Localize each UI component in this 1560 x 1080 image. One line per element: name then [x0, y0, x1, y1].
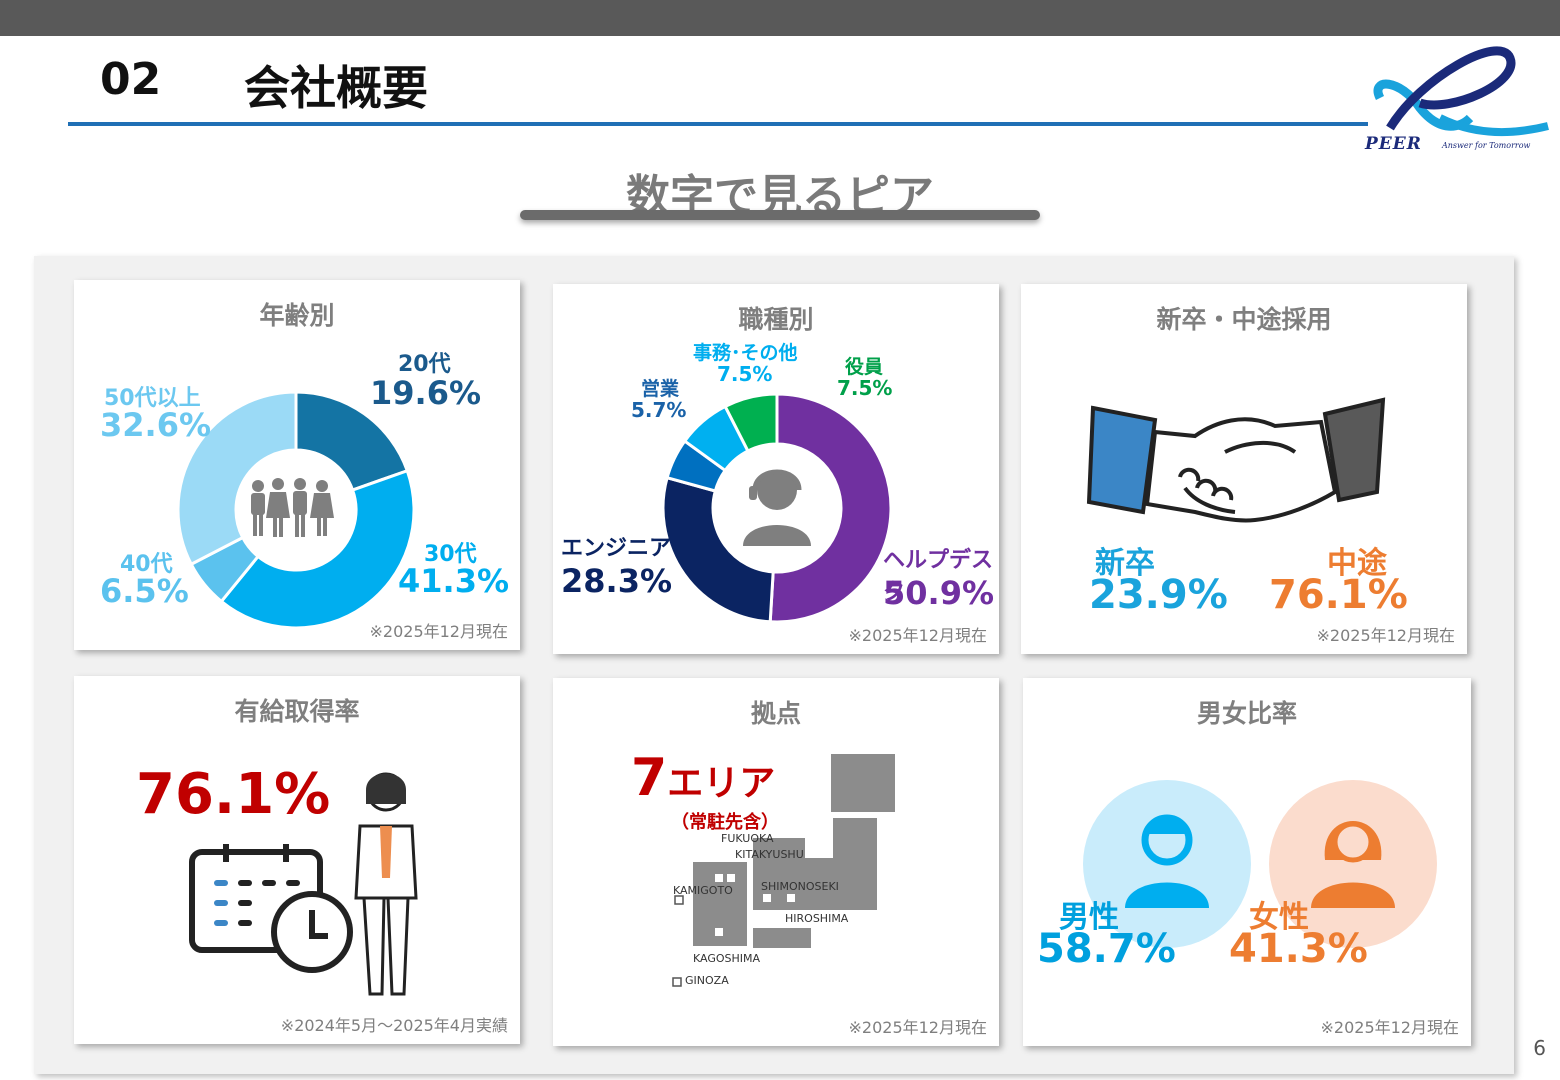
- people-icon: [251, 478, 334, 537]
- sites-count-group: 7エリア: [631, 748, 775, 808]
- age-slice-3: [178, 392, 298, 567]
- site-fukuoka: FUKUOKA: [721, 832, 774, 845]
- age-pct-20s: 19.6%: [370, 374, 482, 412]
- job-label-officer: 役員: [845, 356, 884, 378]
- gender-male-pct: 58.7%: [1037, 926, 1176, 972]
- age-note: ※2025年12月現在: [369, 622, 509, 641]
- subtitle-underline: [520, 210, 1040, 220]
- gender-card: 男女比率 男性 58.7% 女性 41.3% ※2025年12月現在: [1023, 678, 1471, 1046]
- site-shimonoseki: SHIMONOSEKI: [761, 880, 839, 893]
- sites-count: 7: [631, 748, 668, 808]
- gender-male-label: 男性: [1059, 900, 1119, 935]
- hire-note: ※2025年12月現在: [1316, 626, 1456, 645]
- job-label-helpdesk: ヘルプデスク: [883, 548, 994, 605]
- gender-icons: [1083, 780, 1437, 948]
- sites-sub: （常駐先含）: [671, 812, 779, 833]
- job-label-sales: 営業: [641, 378, 680, 400]
- japan-map: [672, 754, 895, 987]
- site-ginoza: GINOZA: [685, 974, 729, 987]
- job-pct-helpdesk: 50.9%: [883, 574, 995, 612]
- job-card-title: 職種別: [738, 305, 814, 334]
- job-pct-officer: 7.5%: [837, 376, 893, 400]
- leave-note: ※2024年5月～2025年4月実績: [280, 1016, 508, 1035]
- woman-illustration: [354, 772, 418, 996]
- job-note: ※2025年12月現在: [848, 626, 988, 645]
- logo-text: PEER: [1365, 134, 1422, 154]
- age-donut-chart: [178, 392, 414, 628]
- job-label-office: 事務･その他: [693, 342, 798, 364]
- sites-note: ※2025年12月現在: [848, 1018, 988, 1037]
- job-label-engineer: エンジニア: [561, 536, 672, 561]
- handshake-icon: [1086, 397, 1386, 523]
- hire-mid-pct: 76.1%: [1269, 572, 1408, 618]
- age-pct-40s: 6.5%: [100, 572, 189, 610]
- job-pct-office: 7.5%: [717, 362, 773, 386]
- age-label-50s: 50代以上: [104, 386, 201, 411]
- hire-card: 新卒・中途採用 新卒 23.9% 中途 76.1% ※2025年12月現在: [1021, 284, 1467, 654]
- section-title: 会社概要: [244, 61, 428, 115]
- gender-note: ※2025年12月現在: [1320, 1018, 1460, 1037]
- hire-mid-label: 中途: [1327, 546, 1387, 581]
- hire-new-label: 新卒: [1095, 546, 1155, 581]
- job-slice-0: [768, 394, 891, 622]
- headset-person-icon: [743, 469, 811, 546]
- peer-logo: [1373, 46, 1549, 137]
- age-slice-0: [294, 392, 410, 492]
- age-pct-50s: 32.6%: [100, 406, 212, 444]
- gender-female-pct: 41.3%: [1229, 926, 1368, 972]
- job-pct-engineer: 28.3%: [561, 562, 673, 600]
- title-underline: [68, 122, 1368, 126]
- section-number: 02: [100, 54, 162, 105]
- male-icon: [1125, 814, 1209, 908]
- site-hiroshima: HIROSHIMA: [785, 912, 849, 925]
- age-pct-30s: 41.3%: [398, 562, 510, 600]
- gender-card-title: 男女比率: [1196, 699, 1297, 728]
- age-label-20s: 20代: [398, 352, 451, 377]
- job-card: 職種別 ヘルプデスク 50.9% エンジニア 28.3% 営業 5.7% 事務･…: [553, 284, 999, 654]
- job-slice-1: [663, 475, 775, 622]
- female-icon: [1311, 821, 1395, 908]
- hire-card-title: 新卒・中途採用: [1156, 305, 1332, 334]
- job-pct-sales: 5.7%: [631, 398, 687, 422]
- leave-card-title: 有給取得率: [234, 697, 360, 726]
- gender-female-label: 女性: [1249, 900, 1309, 935]
- top-bar: [0, 0, 1560, 36]
- calendar-clock-icon: [189, 844, 353, 973]
- sites-card: 拠点 7エリア （常駐先含） FUKUOKA KITAKYUSHU KAMIGO…: [553, 678, 999, 1046]
- age-card-title: 年齢別: [259, 301, 335, 330]
- page-number: 6: [1533, 1036, 1546, 1060]
- age-slice-1: [219, 468, 414, 628]
- leave-card: 有給取得率 76.1% ※2024年5月～2025年4月実績: [74, 676, 520, 1044]
- site-kamigoto: KAMIGOTO: [673, 884, 733, 897]
- hire-new-pct: 23.9%: [1089, 572, 1228, 618]
- job-slice-4: [723, 394, 779, 454]
- sites-unit: エリア: [667, 763, 776, 804]
- age-label-30s: 30代: [424, 542, 477, 567]
- sites-card-title: 拠点: [750, 699, 801, 728]
- logo-tagline: Answer for Tomorrow: [1442, 141, 1531, 150]
- site-kagoshima: KAGOSHIMA: [693, 952, 761, 965]
- age-label-40s: 40代: [120, 552, 173, 577]
- age-card: 年齢別 20代 19.6% 30代 41.3% 40代 6.5% 50代以上 3…: [74, 280, 520, 650]
- job-donut-chart: [663, 394, 891, 622]
- leave-pct: 76.1%: [136, 762, 331, 827]
- site-kitakyushu: KITAKYUSHU: [735, 848, 804, 861]
